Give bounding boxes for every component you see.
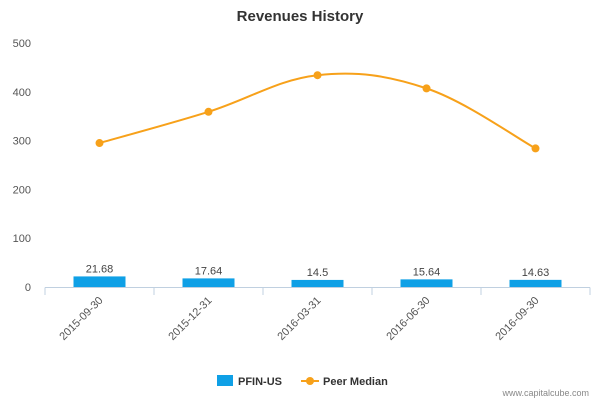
y-tick-label: 400 bbox=[13, 87, 31, 99]
legend-label-pfin-us: PFIN-US bbox=[238, 376, 282, 388]
y-tick-label: 0 bbox=[25, 282, 31, 294]
y-tick-label: 500 bbox=[13, 38, 31, 50]
peer-median-point bbox=[531, 144, 540, 153]
y-tick-label: 300 bbox=[13, 136, 31, 148]
credit-text: www.capitalcube.com bbox=[501, 388, 589, 398]
x-tick-label: 2016-06-30 bbox=[384, 295, 432, 343]
bar bbox=[400, 279, 453, 287]
peer-median-point bbox=[204, 107, 213, 116]
y-axis: 0 100 200 300 400 500 bbox=[13, 38, 31, 294]
bar-value-label: 21.68 bbox=[86, 263, 114, 275]
peer-median-point bbox=[313, 71, 322, 80]
x-tick-label: 2015-12-31 bbox=[166, 295, 214, 343]
legend-label-peer-median: Peer Median bbox=[323, 376, 388, 388]
x-axis: 2015-09-30 2015-12-31 2016-03-31 2016-06-30… bbox=[44, 287, 591, 343]
bar bbox=[509, 279, 562, 287]
bar-value-label: 17.64 bbox=[195, 265, 223, 277]
bar bbox=[291, 279, 344, 287]
bar bbox=[73, 276, 126, 287]
bar-value-label: 14.63 bbox=[522, 267, 550, 279]
peer-median-point bbox=[422, 84, 431, 93]
line-series-peer-median bbox=[95, 71, 540, 153]
legend: PFIN-US Peer Median bbox=[217, 375, 388, 388]
legend-swatch-pfin-us bbox=[217, 375, 233, 386]
x-tick-label: 2016-09-30 bbox=[493, 295, 541, 343]
x-tick-label: 2015-09-30 bbox=[57, 295, 105, 343]
legend-swatch-peer-median-marker bbox=[306, 377, 314, 385]
bar-value-label: 14.5 bbox=[307, 267, 328, 279]
bar bbox=[182, 278, 235, 287]
peer-median-point bbox=[95, 139, 104, 148]
bar-value-label: 15.64 bbox=[413, 266, 441, 278]
y-tick-label: 200 bbox=[13, 184, 31, 196]
bar-series-pfin-us: 21.68 17.64 14.5 15.64 14.63 bbox=[73, 263, 562, 287]
y-tick-label: 100 bbox=[13, 233, 31, 245]
chart-title: Revenues History bbox=[237, 8, 364, 25]
peer-median-line bbox=[99, 72, 536, 150]
x-tick-label: 2016-03-31 bbox=[275, 295, 323, 343]
